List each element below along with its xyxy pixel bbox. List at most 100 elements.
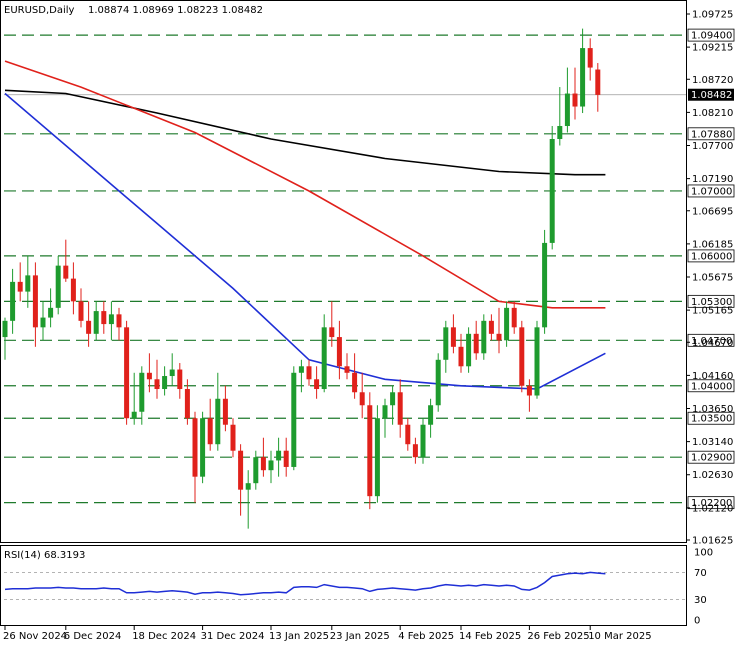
- symbol-label: EURUSD,Daily: [4, 5, 75, 16]
- candle-body: [390, 392, 396, 406]
- price-tick-label: 1.07190: [692, 174, 733, 185]
- candle-body: [40, 317, 46, 328]
- candle-body: [283, 450, 289, 467]
- candle-body: [215, 398, 221, 445]
- time-tick-label: 10 Mar 2025: [588, 631, 651, 642]
- candle-body: [48, 307, 54, 318]
- price-tick-label: 1.05165: [692, 306, 733, 317]
- time-tick-label: 13 Jan 2025: [269, 631, 329, 642]
- candle-body: [276, 450, 282, 461]
- candle-body: [481, 320, 487, 354]
- level-label-box: [687, 411, 735, 425]
- candle-body: [78, 301, 84, 321]
- price-tick-label: 1.09725: [692, 10, 733, 21]
- price-tick-label: 1.09215: [692, 43, 733, 54]
- candle-body: [496, 333, 502, 341]
- price-tick-label: 1.03140: [692, 437, 733, 448]
- candle-body: [116, 314, 122, 328]
- time-tick-label: 26 Feb 2025: [527, 631, 589, 642]
- candle-body: [329, 327, 335, 338]
- rsi-tick-label: 30: [694, 595, 707, 606]
- level-label: 1.06000: [691, 251, 732, 262]
- candle-body: [260, 457, 266, 471]
- level-label: 1.02900: [691, 453, 732, 464]
- ohlc-label: 1.08874 1.08969 1.08223 1.08482: [88, 5, 263, 16]
- candle-body: [405, 424, 411, 445]
- candle-body: [526, 385, 532, 396]
- candle-body: [131, 411, 137, 419]
- candle-body: [245, 483, 251, 490]
- time-tick-label: 6 Dec 2024: [64, 631, 122, 642]
- candle-body: [177, 369, 183, 390]
- level-label: 1.04000: [691, 381, 732, 392]
- price-tick-label: 1.04670: [692, 338, 733, 349]
- candle-body: [435, 359, 441, 406]
- candle-body: [298, 366, 304, 373]
- time-tick-label: 14 Feb 2025: [459, 631, 521, 642]
- candle-body: [268, 460, 274, 471]
- candle-body: [557, 126, 563, 140]
- candle-body: [184, 389, 190, 419]
- candle-body: [542, 242, 548, 328]
- candle-body: [534, 327, 540, 396]
- price-tick-label: 1.06185: [692, 239, 733, 250]
- candle-body: [2, 320, 8, 338]
- candle-body: [580, 48, 586, 107]
- rsi-tick-label: 0: [694, 616, 700, 627]
- candle-body: [25, 275, 31, 292]
- price-tick-label: 1.08210: [692, 108, 733, 119]
- price-tick-label: 1.02120: [692, 503, 733, 514]
- candle-body: [124, 327, 130, 419]
- candle-body: [169, 369, 175, 377]
- rsi-tick-label: 100: [694, 548, 713, 559]
- level-label: 1.07880: [691, 129, 732, 140]
- level-label: 1.02200: [691, 498, 732, 509]
- price-tick-label: 1.05675: [692, 273, 733, 284]
- candle-body: [32, 275, 38, 328]
- candle-body: [10, 281, 16, 321]
- candle-body: [587, 48, 593, 68]
- candle-body: [108, 314, 114, 325]
- candle-body: [382, 405, 388, 419]
- price-pane-frame: [0, 0, 687, 543]
- candle-body: [595, 69, 601, 95]
- candle-body: [154, 379, 160, 390]
- moving-average-line: [4, 89, 606, 176]
- horizontal-levels: 1.09400 1.07880 1.07000 1.06000 1.05300 1.047…: [4, 28, 735, 509]
- candle-body: [564, 93, 570, 127]
- candle-body: [192, 418, 198, 477]
- candle-body: [374, 418, 380, 497]
- candle-body: [519, 327, 525, 386]
- candle-body: [162, 376, 168, 390]
- time-tick-label: 26 Nov 2024: [3, 631, 67, 642]
- candle-body: [473, 333, 479, 354]
- level-label: 1.09400: [691, 31, 732, 42]
- level-label-box: [687, 294, 735, 308]
- candle-body: [336, 337, 342, 367]
- price-tick-label: 1.02630: [692, 470, 733, 481]
- candle-body: [397, 392, 403, 425]
- current-price-box: [688, 88, 734, 101]
- time-tick-label: 18 Dec 2024: [132, 631, 196, 642]
- level-label: 1.07000: [691, 186, 732, 197]
- level-label-box: [687, 28, 735, 42]
- candle-body: [253, 457, 259, 484]
- price-axis: 1.09725 1.09215 1.08720 1.08210 1.07700 1.071…: [686, 10, 733, 547]
- price-tick-label: 1.04160: [692, 371, 733, 382]
- level-label: 1.03500: [691, 414, 732, 425]
- level-label-box: [687, 379, 735, 393]
- candle-body: [86, 320, 92, 334]
- candle-body: [200, 418, 206, 477]
- level-label-box: [687, 127, 735, 141]
- candle-body: [55, 265, 61, 308]
- rsi-line: [4, 571, 606, 596]
- candle-body: [359, 392, 365, 406]
- level-label: 1.04700: [691, 336, 732, 347]
- price-tick-label: 1.01625: [692, 536, 733, 547]
- candle-body: [504, 307, 510, 341]
- time-tick-label: 4 Feb 2025: [398, 631, 454, 642]
- rsi-label: RSI(14) 68.3193: [4, 550, 85, 561]
- candle-body: [443, 327, 449, 360]
- candle-body: [466, 333, 472, 367]
